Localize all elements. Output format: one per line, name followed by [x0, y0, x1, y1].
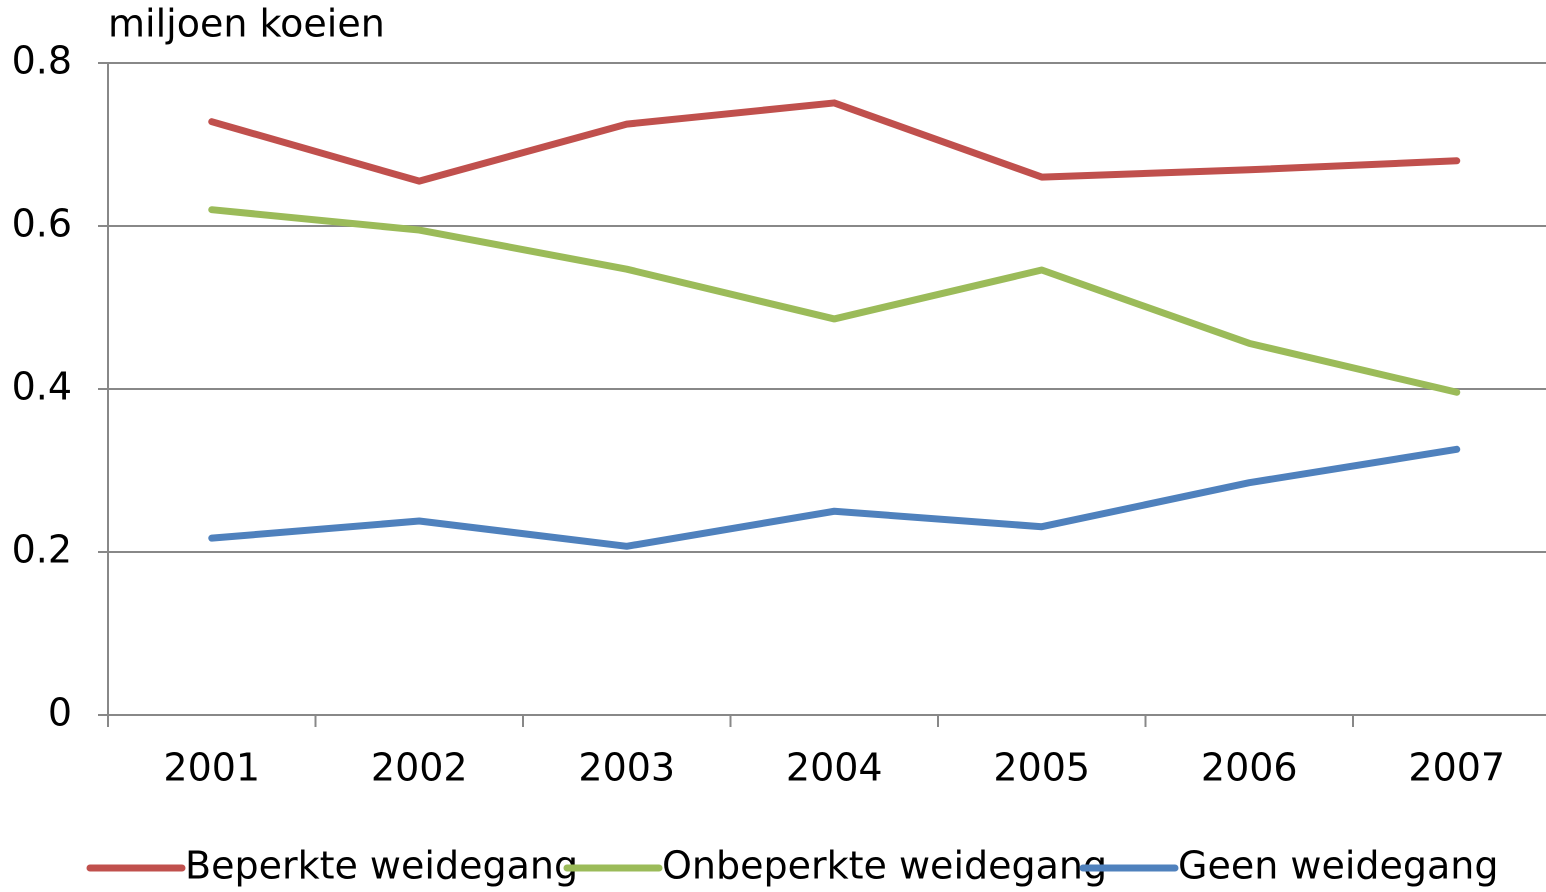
y-tick-label: 0.8: [12, 39, 72, 83]
y-tick-label: 0: [48, 691, 72, 735]
x-tick-label: 2006: [1201, 746, 1298, 790]
y-tick-label: 0.2: [12, 528, 72, 572]
x-tick-label: 2002: [371, 746, 468, 790]
y-tick-label: 0.4: [12, 365, 72, 409]
line-series: [208, 206, 1461, 396]
legend-label: Geen weidegang: [1178, 844, 1499, 888]
x-tick-label: 2007: [1408, 746, 1505, 790]
line-series: [208, 445, 1461, 550]
legend-label: Beperkte weidegang: [185, 844, 578, 888]
y-tick-label: 0.6: [12, 202, 72, 246]
legend-label: Onbeperkte weidegang: [662, 844, 1107, 888]
x-tick-label: 2003: [578, 746, 675, 790]
y-axis-label: miljoen koeien: [108, 2, 385, 46]
x-tick-label: 2005: [993, 746, 1090, 790]
line-series: [208, 99, 1461, 185]
x-tick-label: 2001: [163, 746, 260, 790]
x-tick-label: 2004: [786, 746, 883, 790]
